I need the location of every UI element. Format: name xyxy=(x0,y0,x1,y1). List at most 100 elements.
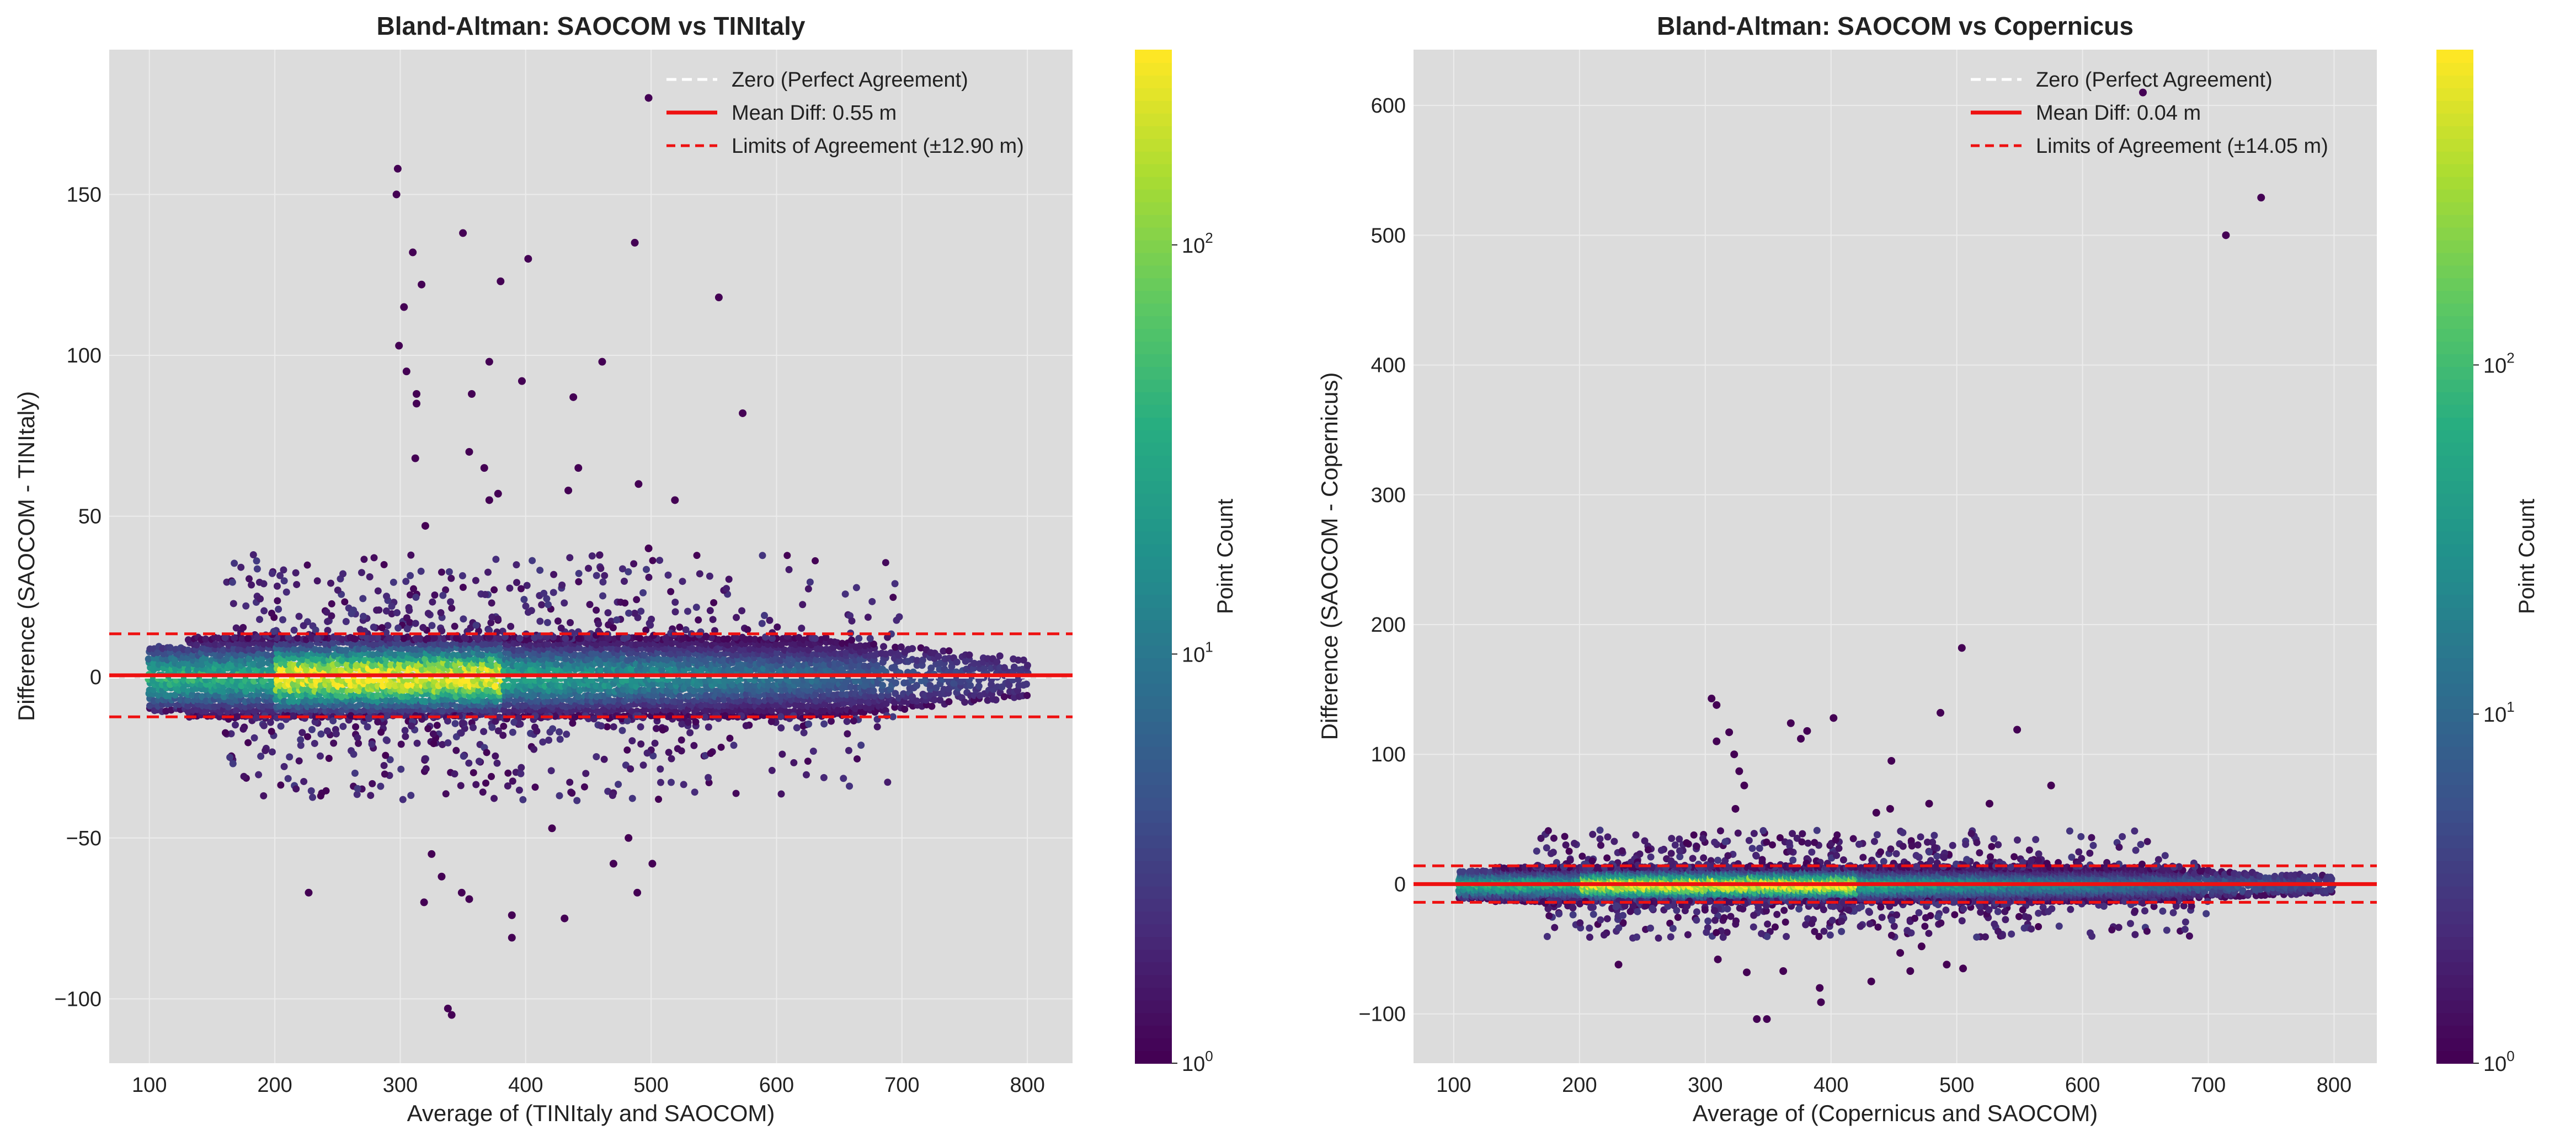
density-hex xyxy=(658,681,666,689)
density-hex xyxy=(751,636,759,643)
colorbar-segment xyxy=(1135,556,1172,570)
x-tick-label: 600 xyxy=(759,1074,794,1097)
sparse-point xyxy=(240,772,248,780)
sparse-point xyxy=(710,599,718,606)
colorbar-segment xyxy=(1135,341,1172,355)
sparse-point xyxy=(705,774,712,781)
density-hex xyxy=(404,681,412,689)
outlier-point xyxy=(714,294,723,302)
density-hex xyxy=(171,691,179,699)
sparse-point xyxy=(460,615,467,623)
sparse-point xyxy=(429,730,437,738)
outlier-point xyxy=(518,377,526,385)
density-hex xyxy=(386,682,393,690)
density-hex xyxy=(386,634,393,642)
sparse-point xyxy=(841,590,849,598)
sparse-point xyxy=(452,635,460,642)
colorbar-segment xyxy=(1135,113,1172,126)
density-hex xyxy=(1023,662,1031,669)
sparse-point xyxy=(538,601,546,609)
sparse-point xyxy=(656,557,664,564)
sparse-point xyxy=(424,725,432,733)
sparse-point xyxy=(367,792,375,799)
x-tick-label: 300 xyxy=(383,1074,418,1097)
sparse-point xyxy=(676,623,684,631)
sparse-point xyxy=(805,720,813,728)
sparse-point xyxy=(300,777,308,785)
sparse-point xyxy=(406,606,413,614)
sparse-point xyxy=(303,561,311,569)
density-hex xyxy=(220,646,227,654)
colorbar-segment xyxy=(1135,582,1172,595)
density-hex xyxy=(219,687,227,695)
sparse-point xyxy=(457,729,465,737)
density-hex xyxy=(285,667,292,674)
density-hex xyxy=(724,635,732,643)
sparse-point xyxy=(237,563,245,571)
sparse-point xyxy=(292,785,300,793)
density-hex xyxy=(166,644,174,652)
density-hex xyxy=(1023,692,1031,700)
density-hex xyxy=(246,655,253,663)
density-hex xyxy=(729,681,737,689)
colorbar-segment xyxy=(1135,974,1172,988)
sparse-point xyxy=(531,783,539,791)
sparse-point xyxy=(848,617,856,625)
outlier-point xyxy=(671,496,679,504)
density-hex xyxy=(663,656,671,664)
density-hex xyxy=(627,665,635,673)
sparse-point xyxy=(595,620,602,628)
colorbar-segment xyxy=(1135,1038,1172,1052)
sparse-point xyxy=(600,755,608,763)
sparse-point xyxy=(777,724,785,732)
sparse-point xyxy=(618,727,626,734)
sparse-point xyxy=(706,607,714,615)
density-hex xyxy=(189,691,196,699)
colorbar-segment xyxy=(1135,543,1172,557)
sparse-point xyxy=(759,552,766,559)
density-hex xyxy=(628,655,636,663)
density-hex xyxy=(232,652,240,659)
sparse-point xyxy=(407,551,415,559)
density-hex xyxy=(746,707,754,715)
sparse-point xyxy=(289,712,297,720)
sparse-point xyxy=(323,727,331,735)
colorbar-segment xyxy=(1135,125,1172,139)
density-hex xyxy=(870,687,877,695)
sparse-point xyxy=(604,609,612,617)
sparse-point xyxy=(706,572,713,580)
colorbar-segment xyxy=(1135,1051,1172,1064)
colorbar-segment xyxy=(1135,620,1172,633)
sparse-point xyxy=(517,770,525,777)
sparse-point xyxy=(840,775,847,782)
density-hex xyxy=(470,677,477,685)
colorbar-segment xyxy=(1135,227,1172,241)
density-hex xyxy=(961,699,969,706)
sparse-point xyxy=(790,759,798,766)
density-hex xyxy=(488,662,495,669)
sparse-point xyxy=(226,754,234,761)
colorbar-segment xyxy=(1135,265,1172,279)
colorbar-segment xyxy=(1135,214,1172,228)
outlier-point xyxy=(400,303,408,311)
sparse-point xyxy=(798,625,806,632)
sparse-point xyxy=(520,595,528,603)
sparse-point xyxy=(447,598,455,606)
sparse-point xyxy=(324,617,332,625)
sparse-point xyxy=(692,718,700,726)
density-hex xyxy=(913,697,921,705)
sparse-point xyxy=(262,747,269,754)
sparse-point xyxy=(659,726,666,734)
sparse-point xyxy=(253,565,261,573)
colorbar-segment xyxy=(1135,151,1172,164)
sparse-point xyxy=(329,717,337,724)
density-hex xyxy=(211,641,219,648)
sparse-point xyxy=(332,730,340,738)
sparse-point xyxy=(692,604,700,611)
sparse-point xyxy=(868,598,876,605)
sparse-point xyxy=(488,723,496,731)
colorbar-segment xyxy=(1135,721,1172,734)
sparse-point xyxy=(668,755,675,763)
y-tick-label: 50 xyxy=(78,505,102,529)
sparse-point xyxy=(766,616,774,624)
